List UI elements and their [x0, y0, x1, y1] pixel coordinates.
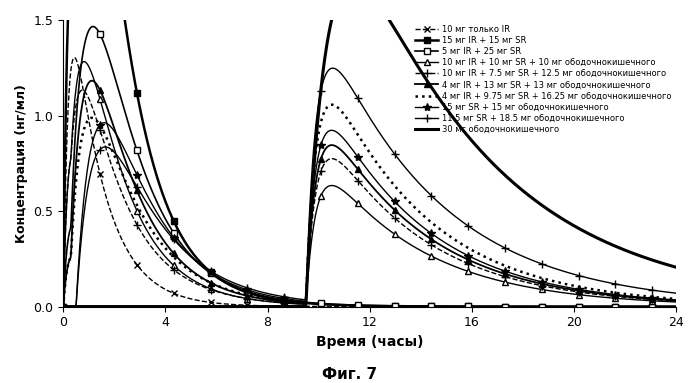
- Text: Фиг. 7: Фиг. 7: [322, 367, 377, 382]
- X-axis label: Время (часы): Время (часы): [316, 335, 424, 349]
- Legend: 10 мг только IR, 15 мг IR + 15 мг SR, 5 мг IR + 25 мг SR, 10 мг IR + 10 мг SR + : 10 мг только IR, 15 мг IR + 15 мг SR, 5 …: [414, 24, 672, 134]
- Y-axis label: Концентрация (нг/мл): Концентрация (нг/мл): [15, 84, 28, 243]
